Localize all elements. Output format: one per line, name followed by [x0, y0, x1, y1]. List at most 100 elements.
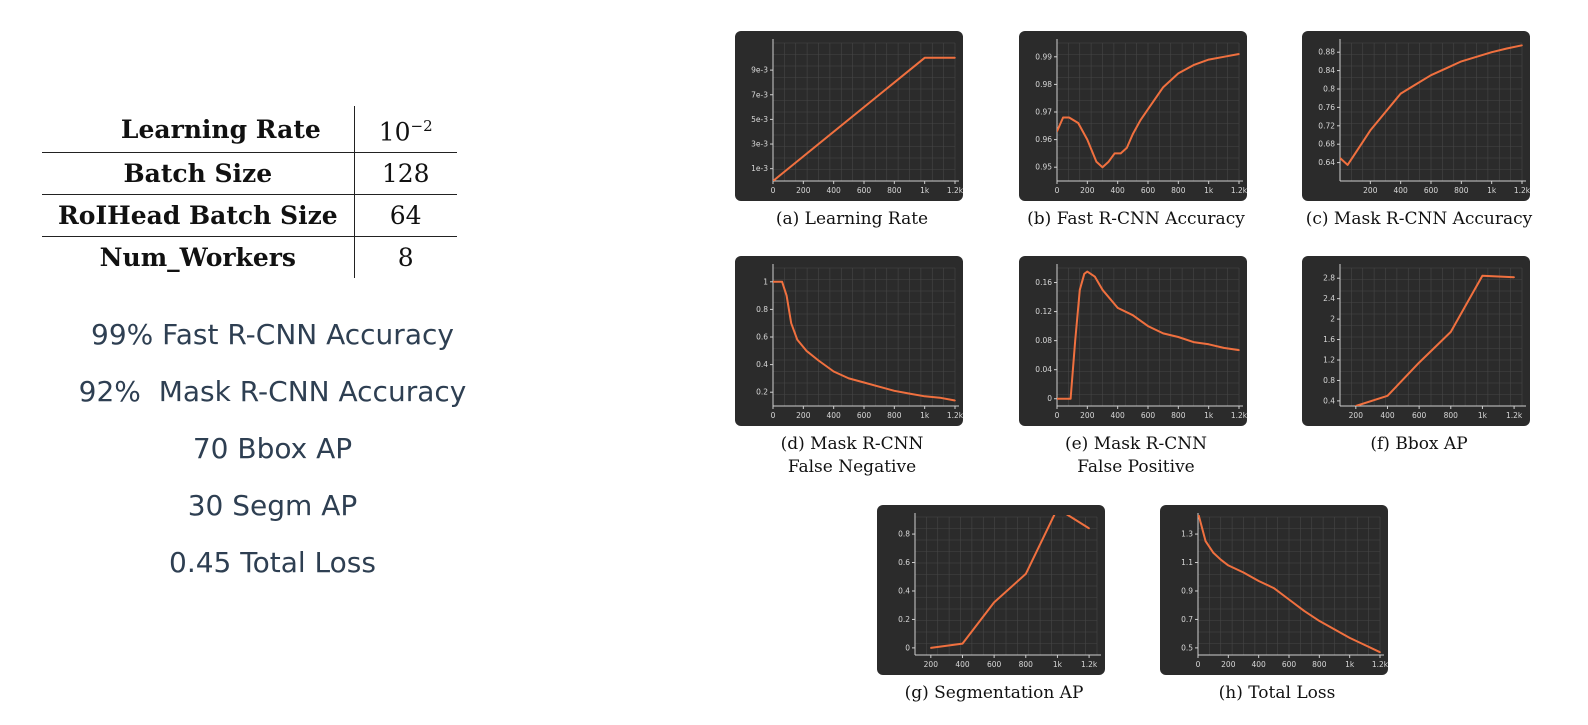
y-tick-label: 3e-3: [751, 140, 768, 149]
data-point: [805, 350, 808, 352]
data-point: [1192, 64, 1195, 66]
data-point: [1384, 111, 1387, 113]
results-summary: 99% Fast R-CNN Accuracy 92% Mask R-CNN A…: [60, 312, 485, 597]
data-point: [1303, 610, 1305, 612]
data-point: [781, 281, 783, 283]
chart-total-loss: 0 200 400 600 800 1k 1.2k 0.5 0.7 0.9 1.1 1.3: [1160, 505, 1388, 675]
data-point: [893, 390, 896, 392]
data-point: [1399, 92, 1402, 95]
x-tick-label: 200: [1080, 186, 1095, 195]
y-tick-label: 1e-3: [751, 164, 768, 173]
metric-total-loss: 0.45 Total Loss: [169, 546, 376, 579]
x-tick-label: 0: [771, 411, 776, 420]
chart-learning-rate: 0 200 400 600 800 1k 1.2k 1e-3 3e-3 5e-3 7e-3 9e-3: [735, 31, 963, 201]
fast-rcnn-accuracy-chart-svg: 0 200 400 600 800 1k 1.2k 0.95 0.96 0.97 0.98 0.99: [1035, 39, 1247, 195]
data-point: [1132, 314, 1134, 316]
x-tick-label: 400: [955, 660, 970, 669]
x-tick-label: 200: [924, 660, 939, 669]
param-name: RoIHead Batch Size: [42, 194, 355, 237]
data-point: [1223, 56, 1225, 58]
param-value: 8: [354, 236, 457, 279]
chart-bbox-ap: 200 400 600 800 1k 1.2k 0.4 0.8 1.2 1.6 2 2.4 2.8: [1302, 256, 1530, 426]
x-tick-label: 1k: [1204, 186, 1214, 195]
data-point: [1077, 122, 1079, 124]
x-tick-label: 1k: [1487, 186, 1497, 195]
data-point: [1079, 289, 1081, 291]
grid: [914, 516, 1098, 656]
y-tick-label: 0.98: [1035, 80, 1052, 89]
data-point: [1101, 289, 1104, 291]
data-point: [1119, 152, 1122, 155]
caption-segmentation-ap: (g) Segmentation AP: [904, 683, 1084, 703]
data-point: [1083, 273, 1086, 275]
data-point: [1348, 637, 1351, 639]
table-row: Batch Size 128: [42, 152, 457, 195]
param-value: 64: [354, 194, 457, 237]
param-value-exponent: −2: [410, 117, 433, 135]
data-point: [1386, 395, 1389, 397]
grid: [1339, 267, 1523, 407]
x-tick-label: 1.2k: [1231, 186, 1247, 195]
data-point: [1139, 119, 1142, 122]
data-point: [1475, 56, 1478, 58]
series-line: [1057, 53, 1240, 169]
y-tick-label: 0.8: [898, 530, 910, 539]
grid: [772, 42, 956, 182]
x-tick-label: 800: [1454, 186, 1469, 195]
x-tick-label: 400: [1394, 186, 1409, 195]
param-name: Num_Workers: [42, 236, 355, 279]
data-point: [1355, 405, 1357, 406]
data-point: [785, 294, 788, 297]
y-tick-label: 0.5: [1181, 643, 1193, 652]
chart-fast-rcnn-accuracy: 0 200 400 600 800 1k 1.2k 0.95 0.96 0.97 0.98 0.99: [1019, 31, 1247, 201]
x-tick-label: 0: [771, 186, 776, 195]
data-point: [1207, 343, 1210, 346]
x-tick-label: 1k: [920, 411, 930, 420]
data-point: [773, 180, 774, 181]
chart-mask-rcnn-accuracy: 200 400 600 800 1k 1.2k 0.64 0.68 0.72 0.76 0.8 0.8…: [1302, 31, 1530, 201]
segmentation-ap-chart-svg: 200 400 600 800 1k 1.2k 0 0.2 0.4 0.6 0.8: [898, 513, 1101, 669]
x-tick-label: 200: [1221, 660, 1236, 669]
data-point: [1364, 644, 1366, 646]
series-line: [1355, 274, 1515, 406]
data-point: [939, 396, 941, 399]
data-point: [796, 339, 799, 341]
x-tick-label: 1k: [1053, 660, 1063, 669]
metric-mask-rcnn-accuracy: 92% Mask R-CNN Accuracy: [78, 375, 467, 408]
y-tick-label: 0: [905, 643, 910, 652]
data-point: [1207, 58, 1210, 61]
x-tick-label: 600: [1412, 411, 1427, 420]
data-point: [1069, 397, 1072, 400]
grid: [772, 267, 956, 407]
y-tick-label: 0.6: [898, 558, 910, 567]
y-tick-label: 0.68: [1318, 140, 1335, 149]
data-point: [1273, 587, 1275, 589]
y-tick-label: 0.72: [1318, 121, 1335, 130]
x-tick-label: 1k: [1204, 411, 1214, 420]
caption-total-loss: (h) Total Loss: [1218, 683, 1336, 703]
data-point: [1068, 116, 1070, 119]
data-point: [1116, 307, 1119, 309]
series-line: [930, 515, 1090, 649]
x-tick-label: 200: [1349, 411, 1364, 420]
metric-bbox-ap: 70 Bbox AP: [192, 432, 353, 465]
y-tick-label: 0.9: [1181, 586, 1193, 595]
data-point: [1177, 336, 1180, 338]
chart-mask-rcnn-false-positive: 0 200 400 600 800 1k 1.2k 0 0.04 0.08 0.12 0.16: [1019, 256, 1247, 426]
data-point: [790, 322, 792, 324]
x-tick-label: 1k: [1345, 660, 1355, 669]
data-point: [1490, 51, 1493, 53]
data-point: [1418, 361, 1420, 364]
data-point: [1242, 571, 1245, 574]
data-point: [1062, 116, 1064, 119]
data-point: [1379, 651, 1381, 653]
y-tick-label: 0.64: [1318, 158, 1335, 167]
x-tick-label: 0: [1055, 186, 1060, 195]
data-point: [1430, 74, 1432, 76]
data-point: [1147, 325, 1149, 327]
data-point: [1147, 108, 1149, 110]
y-tick-label: 0.95: [1035, 163, 1052, 172]
data-point: [1212, 551, 1214, 554]
data-point: [1238, 349, 1240, 351]
caption-mask-rcnn-false-negative: (d) Mask R-CNN False Negative: [780, 434, 924, 477]
